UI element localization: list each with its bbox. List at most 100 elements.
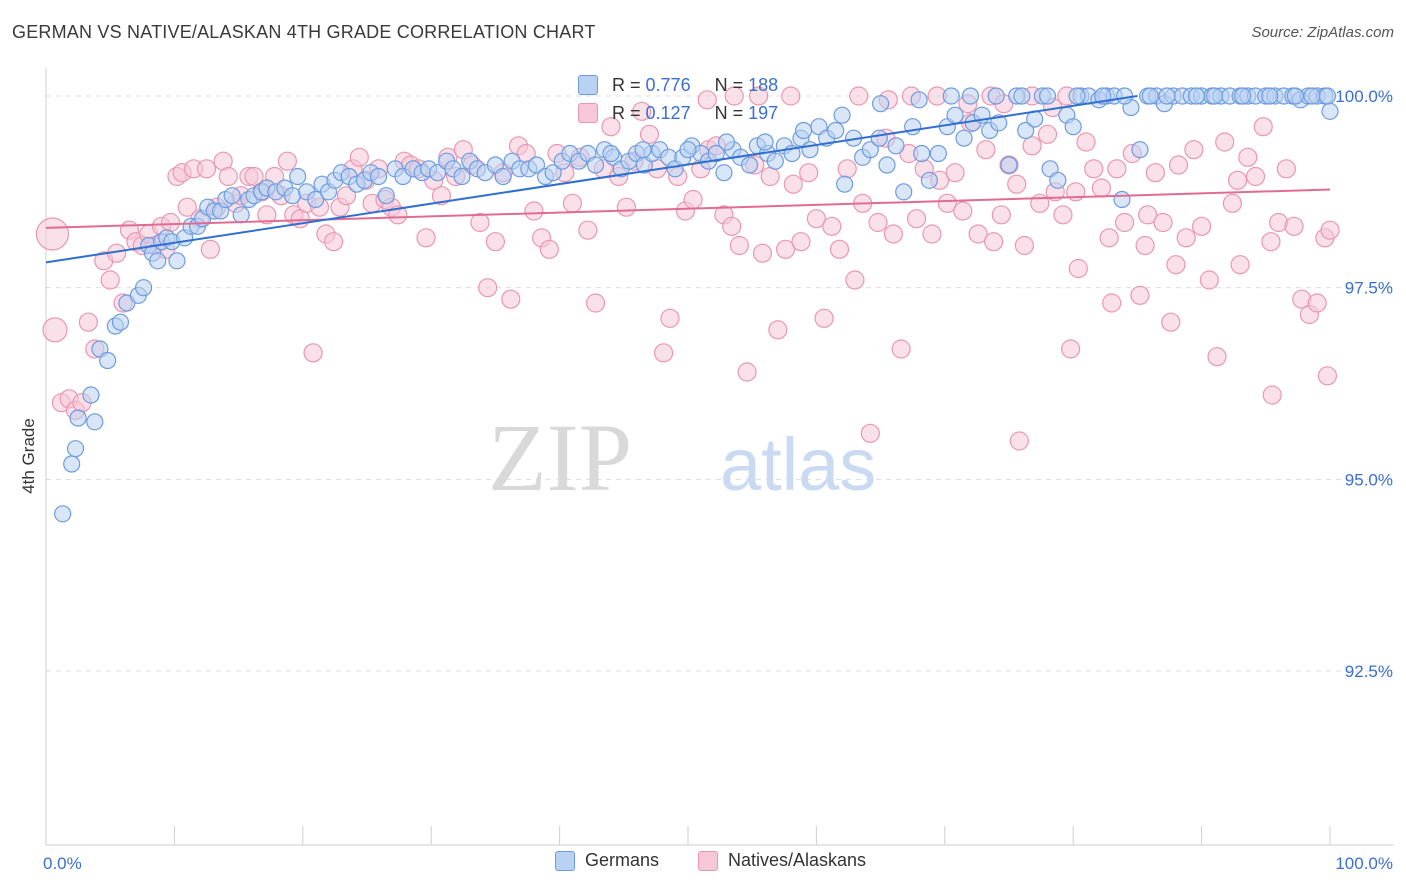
data-point-natives bbox=[937, 193, 957, 213]
data-point-germans bbox=[82, 386, 100, 404]
data-point-germans bbox=[453, 167, 471, 186]
natives-swatch bbox=[578, 103, 598, 123]
data-point-natives bbox=[1199, 270, 1219, 290]
data-point-natives bbox=[1022, 136, 1042, 156]
data-point-natives bbox=[1007, 174, 1027, 194]
data-point-germans bbox=[1064, 118, 1082, 136]
data-point-natives bbox=[632, 101, 652, 121]
data-point-natives bbox=[660, 308, 680, 328]
data-point-natives bbox=[78, 312, 98, 332]
data-point-natives bbox=[849, 86, 869, 106]
data-point-natives bbox=[768, 320, 788, 340]
data-point-natives bbox=[1317, 366, 1338, 386]
stats-row-natives: R = 0.127 N = 197 bbox=[560, 100, 778, 126]
data-point-natives bbox=[760, 166, 780, 187]
series-legend: Germans Natives/Alaskans bbox=[0, 850, 1406, 878]
data-point-germans bbox=[756, 133, 774, 151]
data-point-natives bbox=[724, 86, 744, 106]
data-point-germans bbox=[946, 106, 964, 124]
data-point-natives bbox=[1102, 293, 1122, 313]
data-point-germans bbox=[86, 413, 104, 431]
data-point-germans bbox=[987, 87, 1005, 105]
data-point-natives bbox=[799, 163, 819, 183]
data-point-natives bbox=[100, 270, 120, 290]
data-point-natives bbox=[991, 205, 1011, 225]
data-point-natives bbox=[416, 228, 436, 248]
data-point-natives bbox=[697, 90, 717, 110]
data-point-germans bbox=[961, 87, 980, 105]
data-point-natives bbox=[1099, 228, 1119, 248]
data-point-natives bbox=[1227, 170, 1248, 190]
data-point-natives bbox=[478, 278, 498, 298]
data-point-natives bbox=[1215, 132, 1235, 152]
data-point-germans bbox=[741, 156, 759, 174]
data-point-natives bbox=[1176, 228, 1196, 248]
data-point-germans bbox=[715, 164, 733, 182]
data-point-natives bbox=[160, 212, 181, 233]
data-point-germans bbox=[794, 121, 813, 140]
data-point-germans bbox=[149, 252, 167, 270]
data-point-natives bbox=[1166, 255, 1186, 275]
data-point-natives bbox=[539, 239, 559, 259]
data-point-natives bbox=[485, 232, 505, 252]
x-tick-label: 100.0% bbox=[1335, 854, 1393, 873]
data-point-germans bbox=[1318, 87, 1337, 105]
data-point-natives bbox=[1091, 178, 1112, 198]
data-point-natives bbox=[683, 189, 703, 210]
watermark: ZIP atlas bbox=[488, 404, 876, 511]
data-point-germans bbox=[377, 187, 395, 205]
y-axis-label: 4th Grade bbox=[19, 418, 38, 494]
data-point-germans bbox=[1141, 87, 1159, 105]
data-point-germans bbox=[1158, 87, 1176, 105]
data-point-germans bbox=[1000, 156, 1018, 174]
data-point-germans bbox=[289, 167, 307, 186]
data-point-natives bbox=[1276, 159, 1296, 179]
data-point-germans bbox=[1115, 87, 1134, 105]
legend-label: Germans bbox=[585, 850, 660, 870]
data-point-germans bbox=[836, 175, 854, 193]
data-point-natives bbox=[752, 243, 773, 263]
natives-swatch bbox=[698, 850, 718, 871]
data-point-natives bbox=[781, 86, 801, 106]
data-point-natives bbox=[722, 216, 742, 236]
n-value: 188 bbox=[748, 74, 779, 95]
data-point-natives bbox=[654, 343, 674, 363]
data-point-natives bbox=[1130, 285, 1150, 305]
data-point-natives bbox=[1262, 385, 1282, 405]
legend-item-germans[interactable]: Germans bbox=[555, 850, 659, 871]
grid-lines bbox=[46, 95, 1394, 672]
data-point-germans bbox=[707, 144, 725, 163]
data-point-natives bbox=[837, 159, 857, 179]
data-point-natives bbox=[968, 224, 988, 244]
data-point-germans bbox=[111, 313, 130, 331]
data-point-natives bbox=[470, 212, 490, 233]
stats-row-germans: R = 0.776 N = 188 bbox=[560, 72, 778, 98]
data-point-natives bbox=[639, 124, 660, 144]
data-point-natives bbox=[1068, 258, 1088, 279]
data-point-natives bbox=[601, 117, 621, 137]
data-point-natives bbox=[585, 293, 606, 313]
germans-swatch bbox=[578, 75, 598, 95]
data-point-germans bbox=[223, 187, 241, 205]
data-point-natives bbox=[1320, 220, 1340, 240]
data-point-germans bbox=[861, 141, 879, 159]
x-tick-label: 0.0% bbox=[43, 854, 82, 873]
legend-item-natives-alaskans[interactable]: Natives/Alaskans bbox=[698, 850, 866, 871]
data-point-germans bbox=[942, 87, 960, 105]
data-point-natives bbox=[257, 205, 277, 225]
watermark-zip: ZIP bbox=[488, 404, 632, 511]
data-point-natives bbox=[729, 235, 749, 256]
data-point-germans bbox=[870, 129, 888, 147]
n-value: 197 bbox=[748, 102, 779, 123]
data-point-germans bbox=[134, 279, 153, 297]
data-point-germans bbox=[1113, 190, 1131, 209]
data-point-natives bbox=[196, 159, 217, 179]
tick-labels: 92.5% 95.0% 97.5% 100.0% 0.0% 100.0% bbox=[43, 87, 1393, 873]
data-point-germans bbox=[1068, 87, 1086, 105]
data-point-germans bbox=[717, 133, 736, 151]
data-point-natives bbox=[883, 224, 904, 244]
data-point-germans bbox=[833, 106, 851, 124]
r-value: 0.127 bbox=[645, 102, 691, 123]
data-point-germans bbox=[1286, 87, 1304, 105]
